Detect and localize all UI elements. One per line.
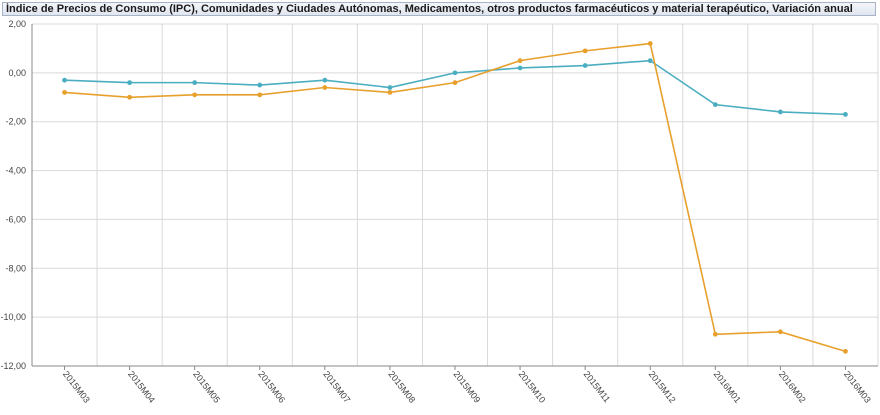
x-tick-label: 2015M09 xyxy=(451,369,482,405)
chart-title: Índice de Precios de Consumo (IPC), Comu… xyxy=(2,2,876,16)
y-tick-label: -12,00 xyxy=(0,361,26,371)
x-tick-label: 2015M07 xyxy=(321,369,352,405)
data-point xyxy=(62,77,67,83)
data-point xyxy=(712,102,718,108)
x-tick-label: 2016M03 xyxy=(842,369,873,405)
x-tick-label: 2015M05 xyxy=(191,369,222,405)
x-tick-label: 2016M01 xyxy=(712,369,743,405)
data-point xyxy=(387,85,393,90)
x-tick-label: 2015M03 xyxy=(61,369,92,405)
series-1 xyxy=(62,41,848,354)
data-point xyxy=(322,85,328,90)
x-tick-labels: 2015M03 2015M04 2015M05 2015M06 2015M07 2015M… xyxy=(61,369,873,405)
data-point xyxy=(257,82,263,88)
data-point xyxy=(517,65,523,71)
series-layer xyxy=(62,41,848,354)
y-tick-labels: 2,00 0,00 -2,00 -4,00 -6,00 -8,00 -10,00 -12,00 xyxy=(0,19,26,371)
y-tick-label: 2,00 xyxy=(8,19,26,29)
y-tick-label: -2,00 xyxy=(5,117,26,127)
data-point xyxy=(582,63,588,68)
x-tick-label: 2015M08 xyxy=(386,369,417,405)
data-point xyxy=(777,329,783,335)
x-tick-label: 2015M04 xyxy=(126,369,157,405)
grid xyxy=(31,23,879,367)
data-point xyxy=(843,111,848,117)
data-point xyxy=(843,348,848,354)
series-0 xyxy=(62,58,848,117)
data-point xyxy=(712,331,718,337)
data-point xyxy=(127,94,133,100)
x-tick-label: 2015M10 xyxy=(517,369,548,405)
data-point xyxy=(192,80,198,86)
series-line xyxy=(64,42,846,353)
y-tick-label: -4,00 xyxy=(5,166,26,176)
axes xyxy=(31,24,878,370)
data-point xyxy=(647,41,653,46)
y-tick-label: -8,00 xyxy=(5,263,26,273)
data-point xyxy=(387,90,393,95)
x-tick-label: 2016M02 xyxy=(777,369,808,405)
x-tick-label: 2015M12 xyxy=(647,369,678,405)
data-point xyxy=(452,70,458,76)
data-point xyxy=(257,92,263,98)
y-tick-label: -6,00 xyxy=(5,214,26,224)
data-point xyxy=(777,109,783,115)
y-tick-label: 0,00 xyxy=(8,68,26,78)
x-tick-label: 2015M06 xyxy=(256,369,287,405)
data-point xyxy=(322,77,328,83)
data-point xyxy=(192,92,198,98)
data-point xyxy=(62,90,67,95)
series-line xyxy=(64,59,846,116)
data-point xyxy=(452,80,458,86)
x-tick-label: 2015M11 xyxy=(582,369,613,404)
data-point xyxy=(647,58,653,64)
data-point xyxy=(517,58,523,64)
data-point xyxy=(127,80,133,86)
y-tick-label: -10,00 xyxy=(0,312,26,322)
data-point xyxy=(582,48,588,54)
